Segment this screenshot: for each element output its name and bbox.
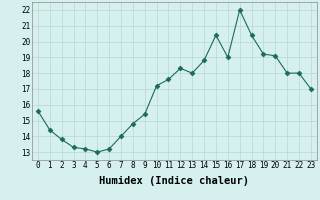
X-axis label: Humidex (Indice chaleur): Humidex (Indice chaleur) [100,176,249,186]
